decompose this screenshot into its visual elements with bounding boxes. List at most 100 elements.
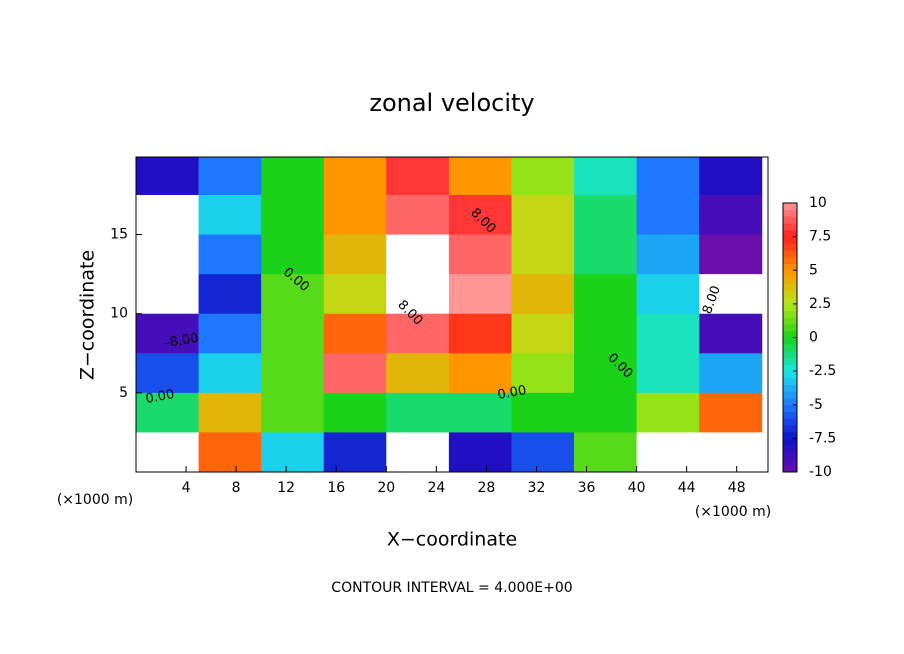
cell — [261, 194, 325, 236]
cell — [198, 313, 262, 354]
cell — [386, 432, 450, 472]
colorbar-step — [783, 263, 797, 271]
cell — [261, 157, 325, 196]
cell — [511, 234, 575, 275]
colorbar-step — [783, 270, 797, 278]
y-tick-label: 15 — [110, 227, 128, 243]
contour-label: -8.00 — [164, 331, 200, 352]
cell — [261, 234, 325, 275]
cell — [386, 194, 450, 236]
cell — [574, 313, 638, 354]
cell — [386, 274, 450, 315]
cell — [511, 353, 575, 394]
cell — [198, 432, 262, 472]
cell — [261, 392, 325, 433]
x-tick-label: 44 — [678, 480, 696, 496]
cell — [699, 353, 763, 394]
colorbar-step — [783, 364, 797, 372]
cell — [261, 274, 325, 315]
colorbar-tick-label: -10 — [809, 464, 832, 480]
cell — [136, 157, 200, 196]
cell — [448, 353, 512, 394]
cell — [386, 392, 450, 433]
cell — [198, 274, 262, 315]
x-tick-label: 28 — [478, 480, 496, 496]
colorbar-step — [783, 431, 797, 439]
colorbar-tick-label: -2.5 — [809, 363, 836, 379]
colorbar-step — [783, 283, 797, 291]
colorbar-step — [783, 404, 797, 412]
colorbar-step — [783, 290, 797, 298]
colorbar-step — [783, 465, 797, 473]
cell — [323, 274, 387, 315]
cell — [323, 432, 387, 472]
cell — [136, 392, 200, 433]
cell — [511, 392, 575, 433]
cell — [574, 274, 638, 315]
colorbar-step — [783, 398, 797, 406]
cell — [386, 157, 450, 196]
colorbar-step — [783, 203, 797, 211]
contour-label: 0.00 — [496, 383, 527, 403]
cell — [636, 194, 700, 236]
cell — [448, 234, 512, 275]
colorbar-step — [783, 324, 797, 332]
cell — [448, 274, 512, 315]
cell — [136, 313, 200, 354]
x-tick-label: 4 — [182, 480, 191, 496]
colorbar-tick-label: 0 — [809, 330, 818, 346]
colorbar-step — [783, 223, 797, 231]
cell — [386, 234, 450, 275]
colorbar-step — [783, 391, 797, 399]
cell — [323, 392, 387, 433]
colorbar-step — [783, 256, 797, 265]
cell — [136, 194, 200, 236]
cell — [198, 157, 262, 196]
y-axis-label: Z−coordinate — [77, 250, 99, 380]
x-tick-label: 32 — [528, 480, 546, 496]
cell — [636, 274, 700, 315]
cell — [386, 313, 450, 354]
x-tick-label: 40 — [628, 480, 646, 496]
cell — [386, 353, 450, 394]
colorbar-step — [783, 209, 797, 217]
field — [136, 157, 763, 472]
x-tick-label: 20 — [377, 480, 395, 496]
colorbar-step — [783, 243, 797, 251]
cell — [699, 234, 763, 275]
cell — [136, 353, 200, 394]
colorbar-step — [783, 451, 797, 460]
x-axis-label: X−coordinate — [387, 529, 517, 551]
colorbar-step — [783, 236, 797, 244]
colorbar-step — [783, 229, 797, 238]
cell — [574, 194, 638, 236]
cell — [699, 194, 763, 236]
cell — [511, 194, 575, 236]
cell — [636, 313, 700, 354]
cell — [699, 274, 763, 315]
footer: CONTOUR INTERVAL = 4.000E+00 — [331, 580, 572, 596]
colorbar-step — [783, 458, 797, 466]
contour-label: 0.00 — [144, 387, 175, 407]
colorbar-step — [783, 411, 797, 419]
colorbar-step — [783, 438, 797, 446]
x-tick-label: 16 — [327, 480, 345, 496]
colorbar-step — [783, 276, 797, 285]
colorbar-step — [783, 357, 797, 365]
cell — [636, 353, 700, 394]
cell — [699, 313, 763, 354]
cell — [636, 157, 700, 196]
colorbar-step — [783, 250, 797, 258]
cell — [448, 194, 512, 236]
cell — [448, 157, 512, 196]
x-unit: (×1000 m) — [695, 504, 771, 520]
cell — [574, 432, 638, 472]
cell — [323, 353, 387, 394]
cell — [198, 234, 262, 275]
cell — [136, 274, 200, 315]
colorbar-step — [783, 424, 797, 433]
cell — [511, 274, 575, 315]
cell — [574, 234, 638, 275]
colorbar-step — [783, 297, 797, 305]
cell — [574, 157, 638, 196]
